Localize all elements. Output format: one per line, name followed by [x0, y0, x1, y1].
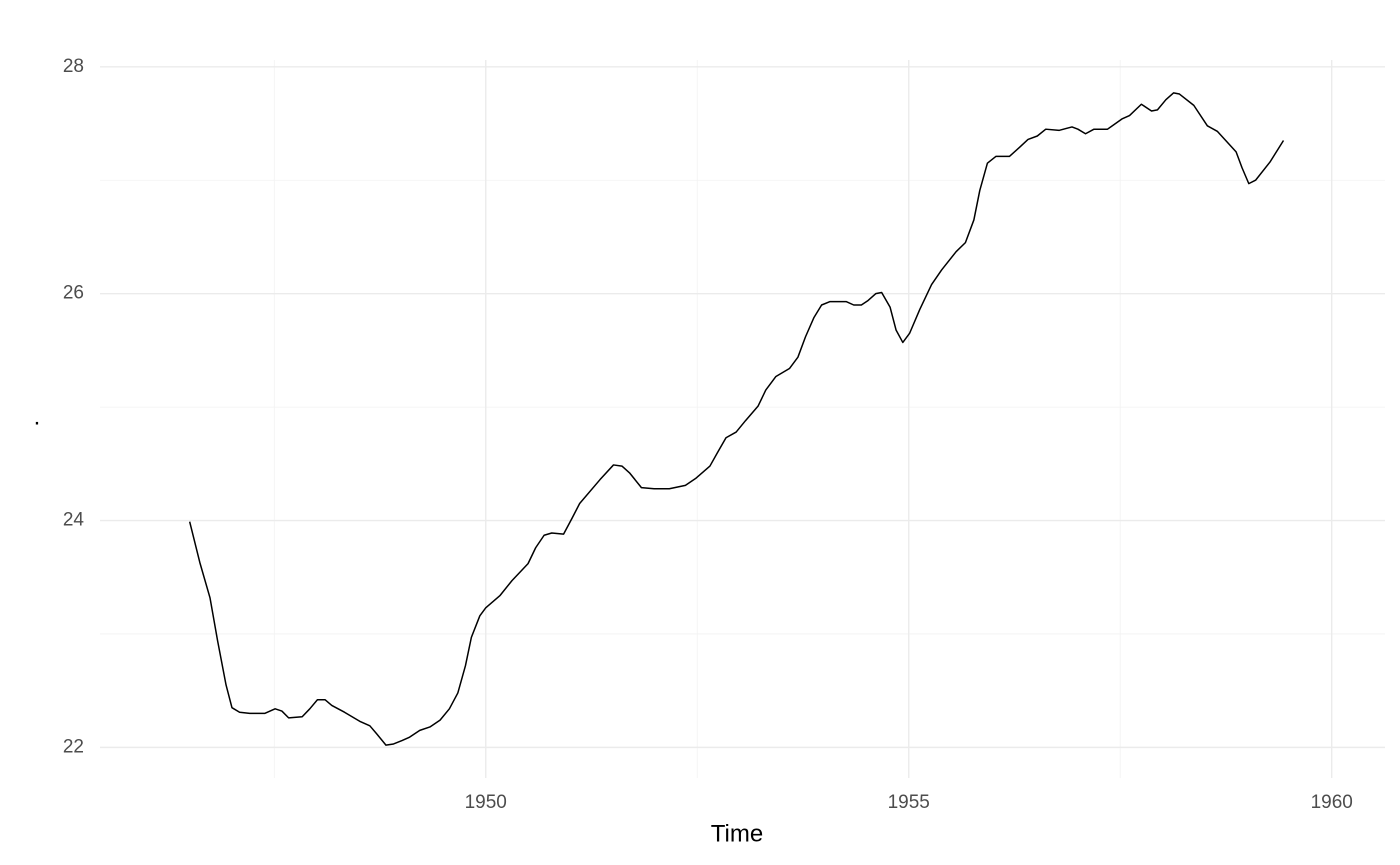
x-tick-label: 1955 [888, 792, 930, 813]
y-tick-label: 26 [63, 283, 84, 304]
y-tick-label: 22 [63, 736, 84, 757]
data-line [188, 92, 1285, 746]
x-tick-label: 1960 [1311, 792, 1353, 813]
y-tick-label: 28 [63, 56, 84, 77]
y-axis-title: . [34, 403, 41, 430]
y-tick-label: 24 [63, 510, 85, 531]
x-tick-label: 1950 [465, 792, 507, 813]
x-axis-title: Time [711, 820, 763, 847]
